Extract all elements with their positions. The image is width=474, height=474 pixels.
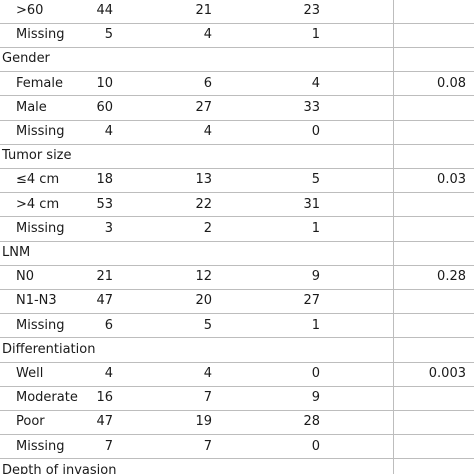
count: 1 — [311, 220, 320, 236]
count: 1 — [311, 317, 320, 333]
row-rule — [0, 22, 474, 24]
row-rule — [0, 192, 474, 194]
row-rule — [0, 361, 474, 363]
count: 0 — [311, 438, 320, 454]
row-label: N1-N3 — [16, 293, 57, 309]
row-rule — [0, 385, 474, 387]
count: 19 — [195, 414, 212, 430]
count: 7 — [203, 390, 212, 406]
count: 4 — [104, 366, 113, 381]
row-rule — [0, 264, 474, 266]
count: 7 — [203, 438, 212, 454]
count: 4 — [203, 124, 212, 139]
count: 27 — [303, 293, 320, 309]
count: 0 — [311, 366, 320, 381]
group-label: LNM — [2, 245, 31, 260]
count: 20 — [195, 293, 212, 309]
count: 1 — [311, 27, 320, 43]
count: 9 — [311, 390, 320, 406]
count: 33 — [303, 99, 320, 115]
count: 21 — [96, 269, 113, 285]
p-value: 0.03 — [437, 172, 466, 188]
row-rule — [0, 46, 474, 48]
row-rule — [0, 458, 474, 460]
row-rule — [0, 95, 474, 97]
count: 6 — [104, 317, 113, 333]
row-label: Poor — [16, 414, 45, 430]
row-rule — [0, 216, 474, 218]
count: 13 — [195, 172, 212, 188]
row-label: Missing — [16, 220, 65, 236]
row-label: Well — [16, 366, 44, 381]
row-label: >4 cm — [16, 196, 60, 212]
row-label: Missing — [16, 27, 65, 43]
count: 5 — [203, 317, 212, 333]
p-value: 0.003 — [428, 366, 466, 381]
row-label: Missing — [16, 317, 65, 333]
count: 9 — [311, 269, 320, 285]
count: 18 — [96, 172, 113, 188]
row-rule — [0, 143, 474, 145]
row-label: >60 — [16, 3, 44, 18]
p-value: 0.28 — [437, 269, 466, 285]
count: 2 — [203, 220, 212, 236]
row-label: Missing — [16, 124, 65, 139]
count: 27 — [195, 99, 212, 115]
group-label: Tumor size — [2, 148, 72, 164]
count: 3 — [104, 220, 113, 236]
row-rule — [0, 240, 474, 242]
row-label: Missing — [16, 438, 65, 454]
count: 6 — [203, 75, 212, 91]
count: 0 — [311, 124, 320, 139]
row-label: Female — [16, 75, 64, 91]
count: 53 — [96, 196, 113, 212]
count: 60 — [96, 99, 113, 115]
row-rule — [0, 119, 474, 121]
row-rule — [0, 167, 474, 169]
count: 44 — [96, 3, 113, 18]
row-label: Male — [16, 99, 47, 115]
count: 5 — [104, 27, 113, 43]
row-rule — [0, 409, 474, 411]
p-value: 0.08 — [437, 75, 466, 91]
row-rule — [0, 337, 474, 339]
group-label: Gender — [2, 51, 50, 67]
count: 5 — [311, 172, 320, 188]
count: 23 — [303, 3, 320, 18]
count: 31 — [303, 196, 320, 212]
group-label: Differentiation — [2, 341, 96, 357]
row-label: ≤4 cm — [16, 172, 60, 188]
count: 12 — [195, 269, 212, 285]
count: 47 — [96, 293, 113, 309]
count: 4 — [203, 27, 212, 43]
count: 4 — [203, 366, 212, 381]
row-rule — [0, 288, 474, 290]
row-rule — [0, 313, 474, 315]
row-rule — [0, 71, 474, 73]
count: 4 — [311, 75, 320, 91]
count: 4 — [104, 124, 113, 139]
count: 22 — [195, 196, 212, 212]
count: 21 — [195, 3, 212, 18]
row-label: Moderate — [16, 390, 78, 406]
row-label: N0 — [16, 269, 34, 285]
row-rule — [0, 434, 474, 436]
group-label: Depth of invasion — [2, 462, 117, 474]
column-rule — [393, 0, 394, 474]
count: 7 — [104, 438, 113, 454]
count: 47 — [96, 414, 113, 430]
count: 28 — [303, 414, 320, 430]
count: 10 — [96, 75, 113, 91]
count: 16 — [96, 390, 113, 406]
